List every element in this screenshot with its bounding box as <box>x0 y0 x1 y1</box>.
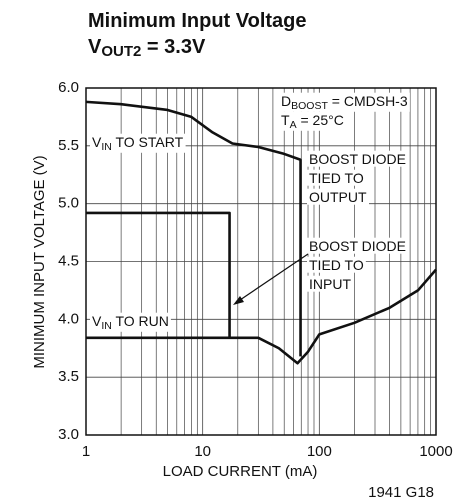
data-line <box>86 268 437 365</box>
text-part: IN <box>101 320 112 332</box>
y-tick-label: 3.0 <box>58 426 79 443</box>
chart-subtitle: VOUT2 = 3.3V <box>88 36 206 60</box>
label-bg <box>307 169 366 186</box>
text-part: TIED TO <box>309 170 364 186</box>
x-tick-label: 100 <box>307 443 332 460</box>
label-bg <box>90 133 186 153</box>
text-part: OUTPUT <box>309 189 367 205</box>
x-tick-label: 1000 <box>419 443 452 460</box>
y-tick-label: 5.0 <box>58 195 79 212</box>
label-bg <box>307 150 408 167</box>
x-tick-label: 10 <box>194 443 211 460</box>
annotation: OUTPUT <box>309 189 367 205</box>
text-part: INPUT <box>309 276 351 292</box>
y-tick-label: 5.5 <box>58 137 79 154</box>
annotation: BOOST DIODE <box>309 238 406 254</box>
text-part: = CMDSH-3 <box>328 93 408 109</box>
arrow-head <box>233 296 244 305</box>
text-part: A <box>290 119 297 131</box>
text-part: BOOST <box>291 100 328 112</box>
annotation: VIN TO START <box>92 134 184 153</box>
text-part: BOOST DIODE <box>309 238 406 254</box>
annotation: 1941 G18 <box>368 484 434 500</box>
x-axis-label: LOAD CURRENT (mA) <box>163 463 318 480</box>
data-line <box>85 100 302 357</box>
annotation: BOOST DIODE <box>309 151 406 167</box>
label-bg <box>307 256 366 273</box>
y-tick-label: 6.0 <box>58 79 79 96</box>
label-bg <box>279 92 410 112</box>
text-part: 1941 G18 <box>368 484 434 500</box>
annotation: VIN TO RUN <box>92 313 169 332</box>
text-part: = 25°C <box>297 112 344 128</box>
text-part: OUT2 <box>101 43 141 60</box>
chart-title: Minimum Input Voltage <box>88 10 307 32</box>
annotation: TIED TO <box>309 170 364 186</box>
annotation: DBOOST = CMDSH-3 <box>281 93 408 112</box>
annotation: TA = 25°C <box>281 112 344 131</box>
y-tick-label: 4.5 <box>58 252 79 269</box>
data-line <box>86 211 231 338</box>
annotation: INPUT <box>309 276 351 292</box>
text-part: TIED TO <box>309 257 364 273</box>
text-part: = 3.3V <box>141 36 206 58</box>
text-part: TO START <box>112 134 184 150</box>
annotation: TIED TO <box>309 257 364 273</box>
text-part: V <box>92 134 102 150</box>
text-part: V <box>92 313 102 329</box>
y-tick-label: 3.5 <box>58 368 79 385</box>
plot-frame <box>85 87 437 436</box>
text-part: BOOST DIODE <box>309 151 406 167</box>
text-part: D <box>281 93 291 109</box>
label-bg <box>307 275 354 292</box>
label-bg <box>90 312 171 332</box>
text-part: TO RUN <box>112 313 169 329</box>
label-bg <box>307 237 408 254</box>
label-bg <box>279 111 346 131</box>
label-bg <box>307 188 369 205</box>
arrow <box>239 253 309 301</box>
y-tick-label: 4.0 <box>58 310 79 327</box>
y-axis-label: MINIMUM INPUT VOLTAGE (V) <box>31 155 48 368</box>
text-part: V <box>88 36 102 58</box>
text-part: T <box>281 112 290 128</box>
text-part: IN <box>101 141 112 153</box>
text-part: Minimum Input Voltage <box>88 10 307 32</box>
x-tick-label: 1 <box>82 443 90 460</box>
